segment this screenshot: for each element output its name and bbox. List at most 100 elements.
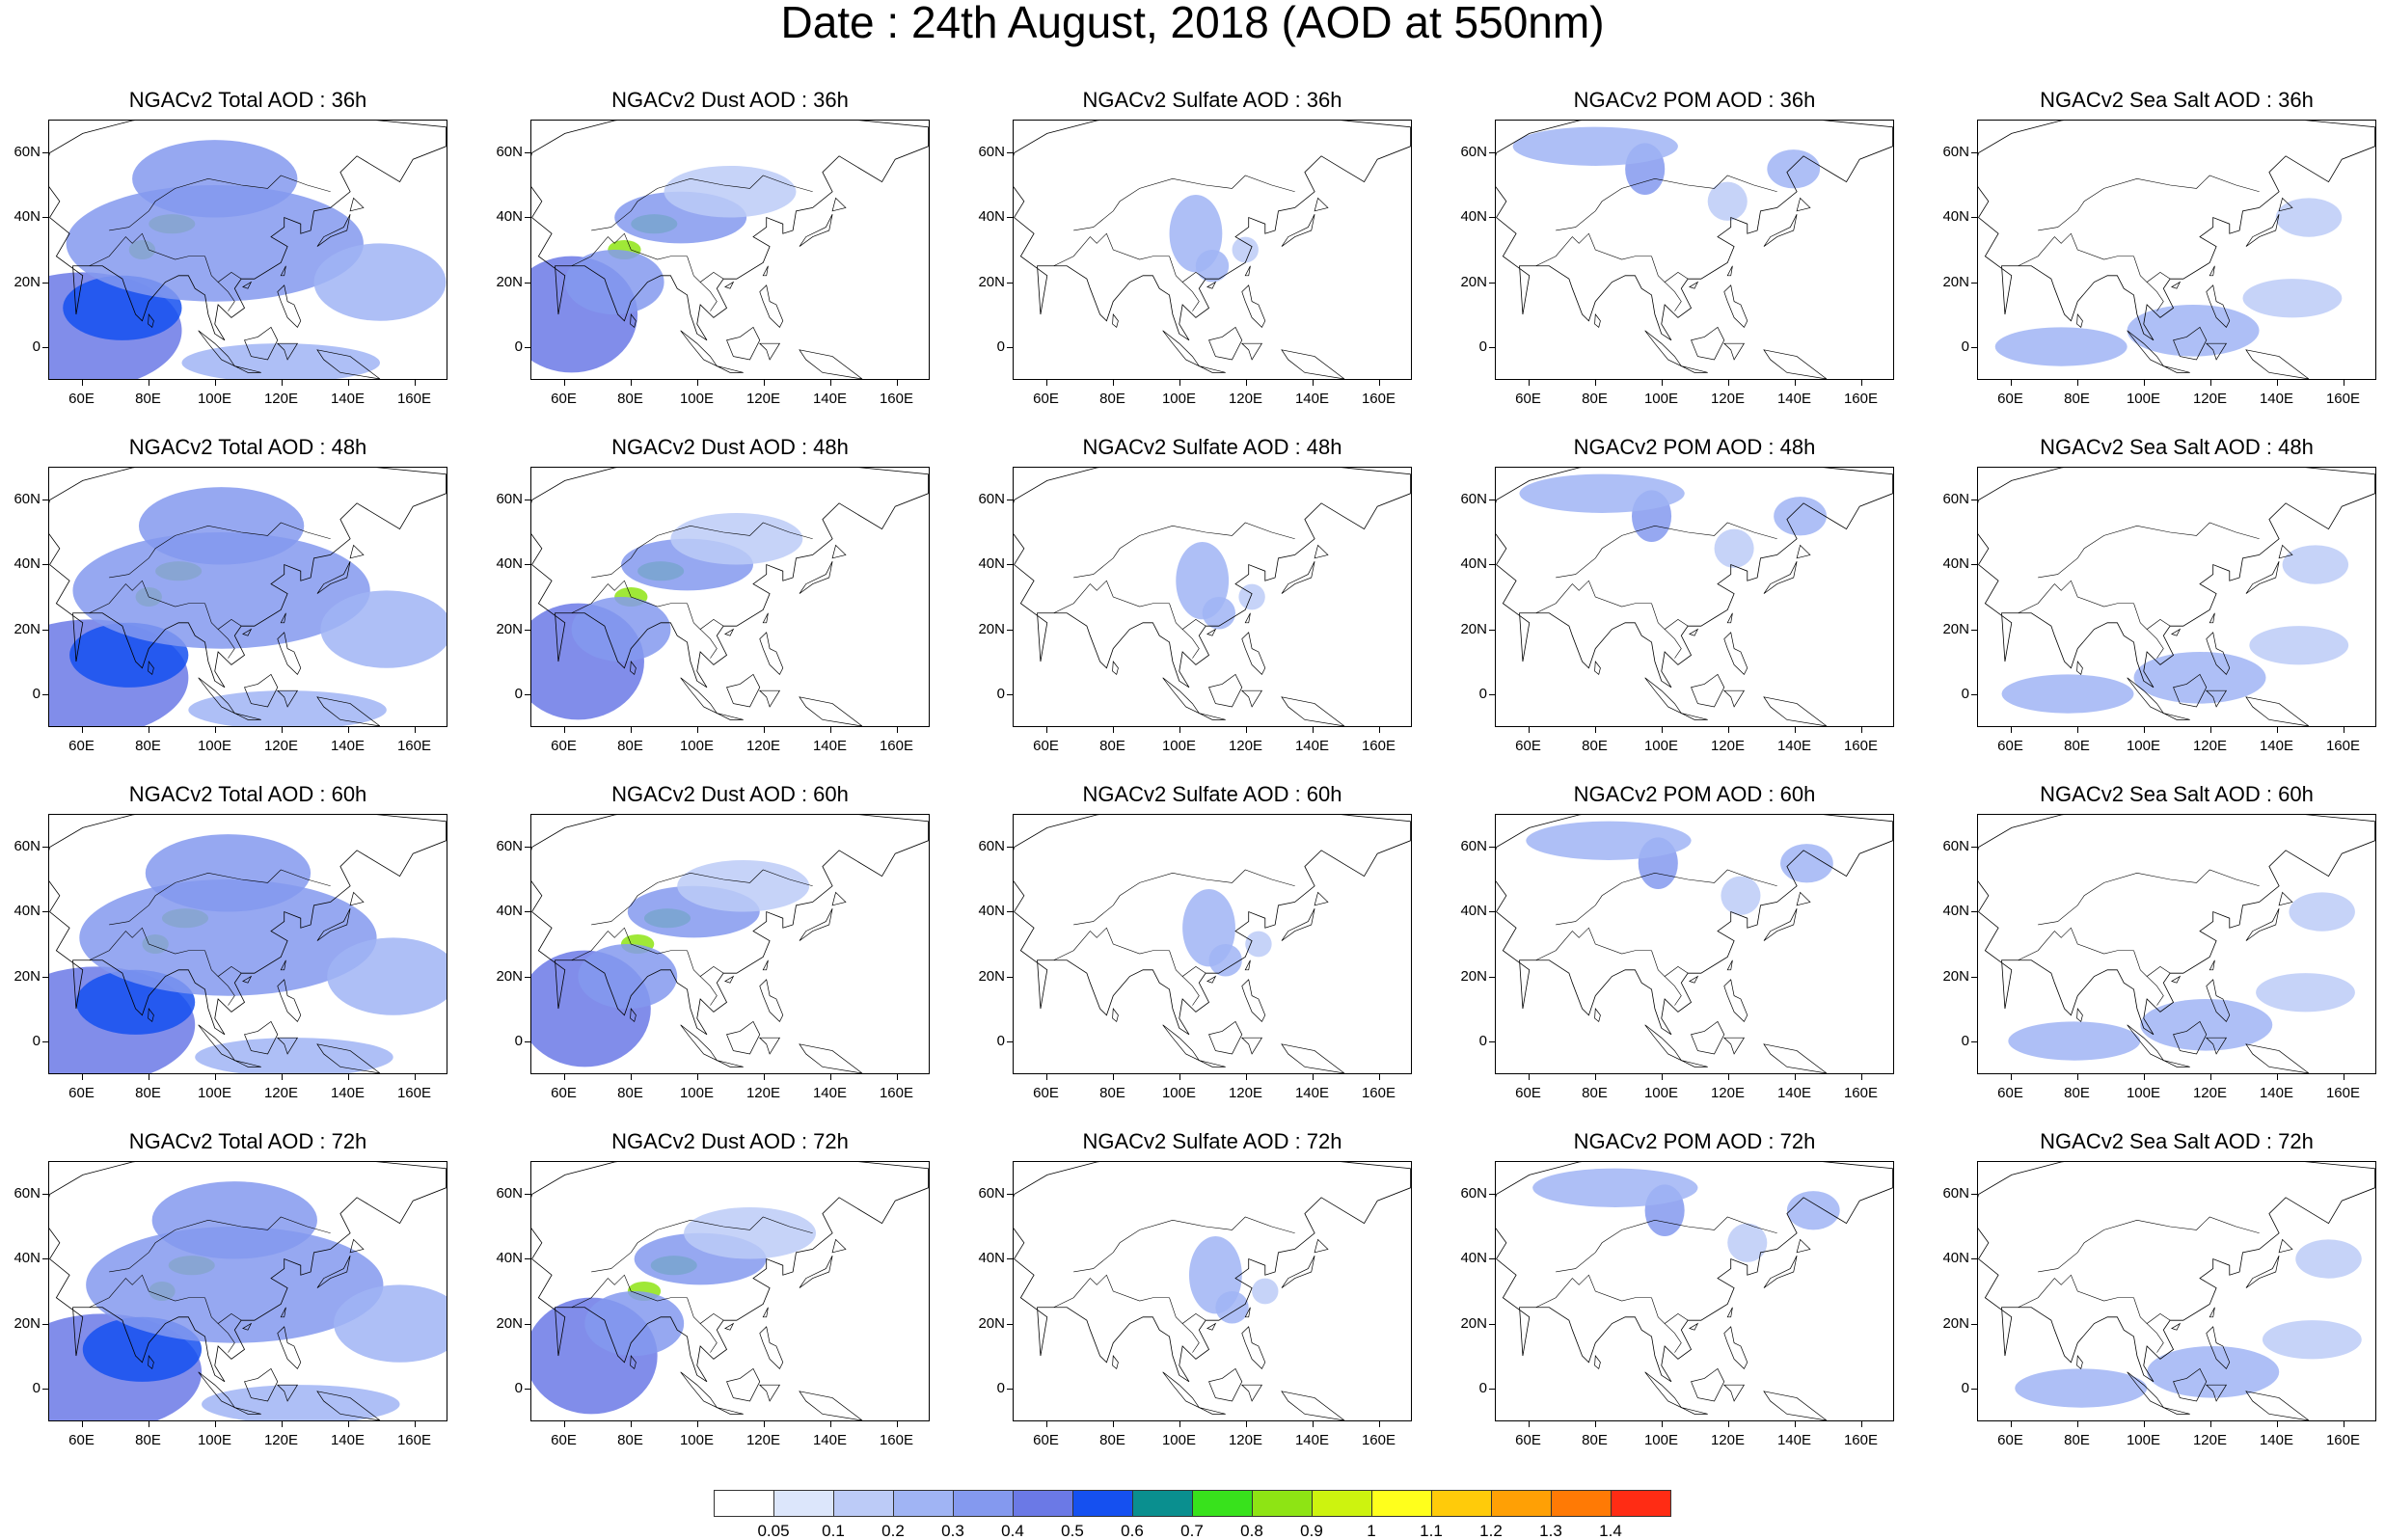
map-plot-area [1977, 120, 2376, 380]
colorbar-swatch [1013, 1490, 1073, 1517]
island-outline [2173, 1020, 2208, 1055]
island-outline [148, 313, 154, 329]
lon-tick [896, 1074, 898, 1080]
island-outline [1723, 632, 1748, 675]
lon-tick-label: 160E [396, 391, 432, 407]
island-outline [1244, 612, 1251, 624]
map-plot-area [530, 814, 930, 1074]
island-outline [2163, 1060, 2190, 1067]
lon-tick-label: 120E [745, 1085, 781, 1101]
island-outline [1208, 1367, 1243, 1402]
country-border [109, 175, 331, 231]
country-border [2018, 1274, 2134, 1309]
island-outline [1594, 661, 1601, 676]
lon-tick-label: 120E [1710, 391, 1746, 407]
panel-title: NGACv2 Dust AOD : 48h [611, 435, 849, 459]
lon-tick [2276, 727, 2278, 733]
colorbar-swatch [1132, 1490, 1193, 1517]
colorbar-label: 0.7 [1180, 1522, 1204, 1540]
map-panel: NGACv2 Dust AOD : 60h 60N 40N 20N 0 60E 80E 100… [482, 783, 930, 1111]
country-border [1181, 629, 1200, 659]
colorbar-label: 0.1 [822, 1522, 845, 1540]
island-outline [759, 632, 784, 675]
country-border [1535, 232, 1652, 267]
lon-tick [2010, 1421, 2012, 1427]
aod-region [664, 165, 797, 218]
aod-region [195, 1038, 393, 1073]
map-plot-area [1495, 120, 1894, 380]
island-outline [280, 612, 286, 624]
country-border [1169, 256, 1206, 283]
colorbar-label: 1.4 [1599, 1522, 1622, 1540]
island-outline [2205, 1384, 2228, 1402]
map-plot-area [48, 814, 447, 1074]
aod-field [531, 1162, 929, 1420]
lon-tick-label: 60E [1515, 1432, 1541, 1448]
lat-tick [42, 217, 48, 219]
country-border [571, 580, 688, 614]
island-outline [1162, 1371, 1201, 1409]
lon-tick [1312, 1421, 1314, 1427]
island-outline [2245, 1391, 2310, 1420]
lon-tick [1378, 1421, 1380, 1427]
lat-tick-label: 40N [14, 555, 41, 573]
lon-tick-label: 140E [330, 1432, 366, 1448]
island-outline [1241, 979, 1266, 1022]
lon-tick [829, 1421, 831, 1427]
country-border [591, 1216, 813, 1273]
island-outline [1241, 284, 1266, 328]
island-outline [799, 908, 833, 941]
coastline [531, 1162, 929, 1383]
panel-title: NGACv2 Total AOD : 36h [128, 88, 367, 112]
island-outline [349, 197, 365, 212]
island-outline [148, 1008, 154, 1023]
lat-tick [1971, 629, 1977, 631]
island-outline [316, 349, 381, 379]
country-border [1053, 1274, 1170, 1309]
lon-tick-label: 140E [812, 1432, 848, 1448]
island-outline [1723, 284, 1748, 328]
lat-tick-label: 40N [978, 208, 1005, 226]
island-outline [316, 696, 381, 726]
island-outline [1644, 330, 1683, 367]
colorbar-swatch [1252, 1490, 1313, 1517]
aod-region [2008, 1021, 2141, 1061]
lat-tick-label: 0 [1478, 1033, 1487, 1050]
lat-tick-label: 0 [32, 1033, 41, 1050]
island-outline [2076, 1355, 2083, 1370]
island-outline [1240, 342, 1263, 361]
map-panel: NGACv2 Sulfate AOD : 36h 60N 40N 20N 0 60E 80E… [964, 89, 1412, 417]
lat-tick-label: 0 [514, 338, 523, 356]
island-outline [1691, 1020, 1725, 1055]
map-panel: NGACv2 Sea Salt AOD : 36h 60N 40N 20N 0 60E 80… [1929, 89, 2376, 417]
aod-field [1978, 121, 2375, 379]
lon-tick-label: 120E [1228, 738, 1263, 754]
country-border [699, 976, 718, 1006]
island-outline [1281, 1391, 1345, 1420]
lat-tick-label: 20N [1460, 967, 1487, 985]
aod-region [132, 140, 298, 218]
lon-tick-label: 100E [679, 391, 715, 407]
lat-tick [42, 1389, 48, 1391]
aod-region [2256, 973, 2355, 1013]
island-outline [2076, 1008, 2083, 1023]
country-border [1053, 927, 1170, 961]
lon-tick-label: 100E [1643, 738, 1679, 754]
country-border [204, 950, 242, 977]
lat-tick-label: 0 [996, 1033, 1005, 1050]
island-outline [1281, 908, 1315, 941]
lon-tick [2010, 727, 2012, 733]
coastline [1014, 468, 1411, 689]
island-outline [1796, 1238, 1811, 1254]
aod-field [1978, 1162, 2375, 1420]
lon-tick [414, 727, 416, 733]
lat-tick [525, 282, 530, 284]
lon-tick [630, 1421, 632, 1427]
lat-tick-label: 0 [1961, 686, 1969, 703]
colorbar-swatch [1491, 1490, 1552, 1517]
aod-field [531, 121, 929, 379]
lon-tick-label: 80E [2064, 1432, 2090, 1448]
island-outline [1763, 908, 1798, 941]
island-outline [2170, 281, 2182, 289]
map-plot-area [530, 1161, 930, 1421]
